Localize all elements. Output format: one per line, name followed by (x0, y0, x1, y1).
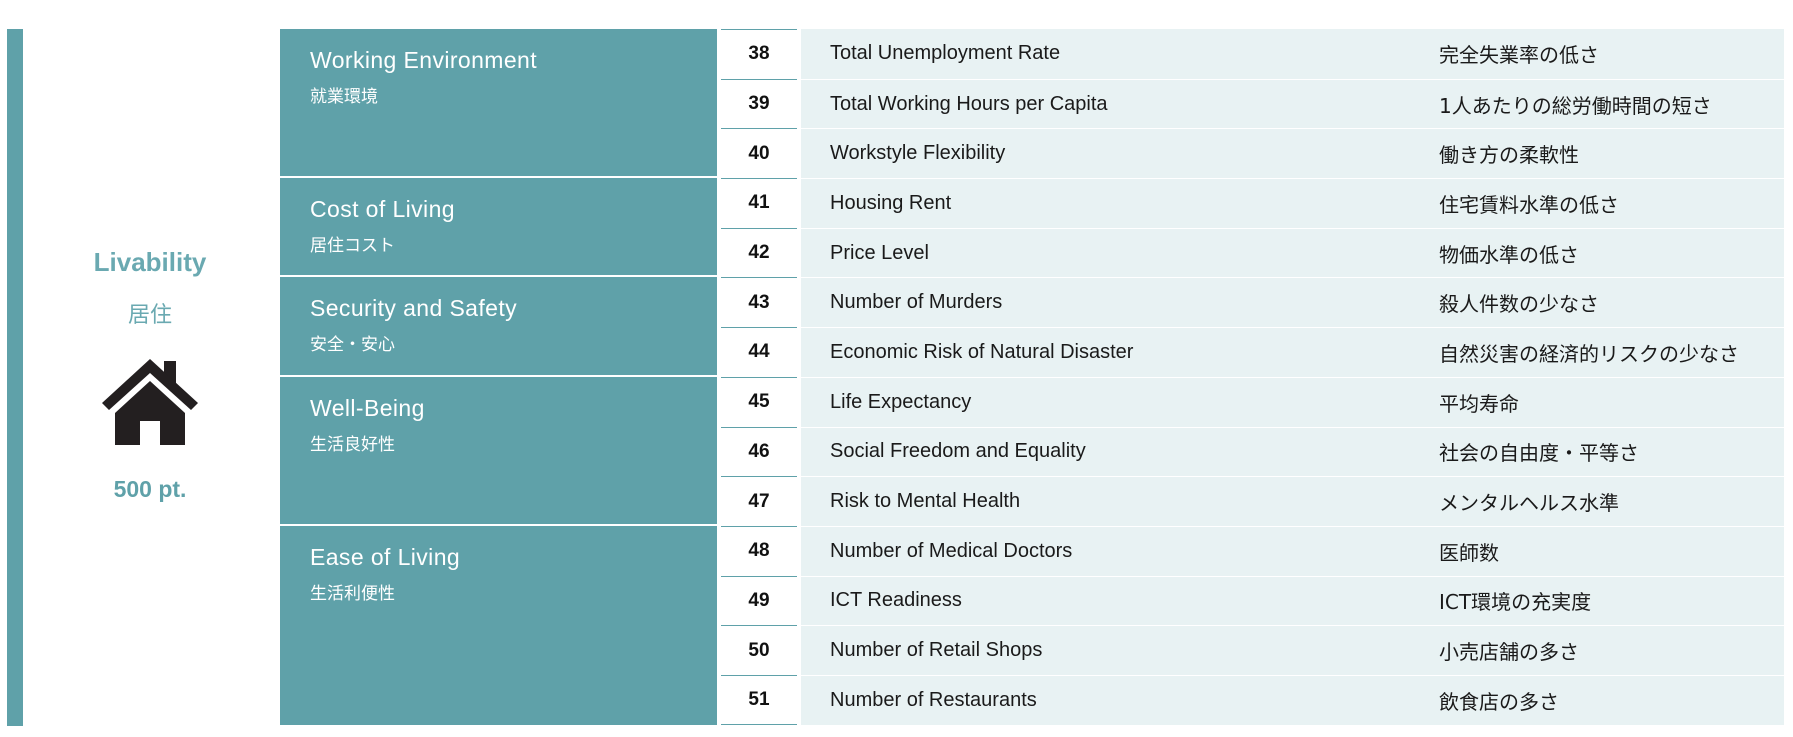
indicator-number: 44 (721, 327, 797, 377)
category-name-en: Well-Being (310, 394, 425, 421)
indicator-name-ja: 医師数 (1439, 540, 1499, 565)
indicator-name-en: Number of Murders (830, 291, 1003, 314)
indicator-name-ja: 飲食店の多さ (1439, 689, 1559, 714)
category-name-en: Working Environment (310, 47, 538, 73)
indicator-name-ja: 小売店舗の多さ (1439, 640, 1579, 665)
category-name-ja: 生活利便性 (310, 583, 395, 604)
indicator-number: 43 (721, 277, 797, 327)
indicator-row: Economic Risk of Natural Disaster 自然災害の経済… (801, 327, 1784, 377)
indicator-number: 38 (721, 29, 797, 79)
indicator-number: 45 (721, 376, 797, 427)
indicator-name-en: Total Working Hours per Capita (830, 92, 1108, 115)
indicator-number: 46 (721, 426, 797, 477)
indicator-name-ja: 物価水準の低さ (1439, 242, 1579, 267)
category-name-en: Security and Safety (310, 295, 518, 322)
indicator-name-en: Economic Risk of Natural Disaster (830, 340, 1134, 363)
indicator-row: Total Working Hours per Capita 1人あたりの総労働時… (801, 78, 1784, 129)
indicator-name-en: Social Freedom and Equality (830, 440, 1086, 463)
section-accent-bar (7, 29, 23, 726)
indicator-name-ja: 働き方の柔軟性 (1439, 143, 1579, 168)
category-block: Ease of Living 生活利便性 (280, 525, 717, 725)
indicator-name-ja: 社会の自由度・平等さ (1439, 441, 1639, 466)
category-name-ja: 安全・安心 (310, 335, 395, 356)
indicator-number: 39 (721, 78, 797, 129)
section-panel: Livability 居住 500 pt. (24, 29, 276, 726)
indicator-name-en: Price Level (830, 241, 929, 264)
indicator-row: Number of Murders 殺人件数の少なさ (801, 277, 1784, 328)
category-block: Security and Safety 安全・安心 (280, 277, 717, 377)
indicator-row: Number of Medical Doctors 医師数 (801, 525, 1784, 576)
indicator-row: Life Expectancy 平均寿命 (801, 376, 1784, 427)
indicator-name-en: Total Unemployment Rate (830, 42, 1061, 65)
indicator-row: Housing Rent 住宅賃料水準の低さ (801, 178, 1784, 228)
indicator-name-en: Life Expectancy (830, 390, 972, 413)
section-subtitle: 居住 (127, 303, 172, 328)
indicator-row: Total Unemployment Rate 完全失業率の低さ (801, 29, 1784, 79)
category-column: Working Environment 就業環境 Cost of Living 居住コ… (280, 29, 717, 725)
indicator-name-ja: 1人あたりの総労働時間の短さ (1439, 93, 1712, 118)
indicator-row: Price Level 物価水準の低さ (801, 227, 1784, 278)
indicator-list: Total Unemployment Rate 完全失業率の低さ Total Wor… (801, 29, 1784, 725)
indicator-name-ja: 平均寿命 (1439, 391, 1519, 416)
house-icon (102, 359, 198, 445)
indicator-name-en: Workstyle Flexibility (830, 142, 1006, 165)
indicator-name-en: Number of Restaurants (830, 688, 1037, 711)
category-name-ja: 居住コスト (310, 236, 395, 257)
category-name-ja: 就業環境 (310, 87, 378, 107)
category-name-en: Ease of Living (310, 543, 461, 570)
indicator-number-column: 38 39 40 41 42 43 44 45 46 47 48 49 50 51 (721, 29, 797, 725)
indicator-row: Number of Restaurants 飲食店の多さ (801, 674, 1784, 725)
indicator-name-ja: 殺人件数の少なさ (1439, 292, 1599, 317)
indicator-name-en: Risk to Mental Health (830, 490, 1021, 513)
indicator-name-ja: 完全失業率の低さ (1439, 43, 1599, 68)
indicator-number: 47 (721, 476, 797, 526)
category-block: Well-Being 生活良好性 (280, 376, 717, 526)
section-title: Livability (93, 247, 207, 277)
indicator-name-en: Number of Medical Doctors (830, 539, 1073, 562)
category-block: Cost of Living 居住コスト (280, 178, 717, 278)
indicator-row: Workstyle Flexibility 働き方の柔軟性 (801, 128, 1784, 179)
indicator-name-en: Number of Retail Shops (830, 639, 1043, 662)
indicator-name-en: ICT Readiness (830, 589, 962, 612)
indicator-name-en: Housing Rent (830, 191, 952, 214)
indicator-row: Social Freedom and Equality 社会の自由度・平等さ (801, 426, 1784, 477)
indicator-number: 41 (721, 178, 797, 228)
indicator-number: 40 (721, 128, 797, 178)
indicator-number: 50 (721, 625, 797, 675)
section-points: 500 pt. (113, 476, 187, 502)
category-block: Working Environment 就業環境 (280, 29, 717, 179)
category-name-en: Cost of Living (310, 196, 455, 223)
indicator-name-ja: 住宅賃料水準の低さ (1439, 192, 1619, 217)
category-name-ja: 生活良好性 (310, 434, 395, 455)
indicator-row: Number of Retail Shops 小売店舗の多さ (801, 625, 1784, 675)
indicator-name-ja: 自然災害の経済的リスクの少なさ (1439, 341, 1739, 366)
indicator-number: 49 (721, 575, 797, 626)
indicator-number: 51 (721, 674, 797, 725)
indicator-row: Risk to Mental Health メンタルヘルス水準 (801, 476, 1784, 526)
indicator-number: 48 (721, 525, 797, 576)
indicator-name-ja: メンタルヘルス水準 (1439, 491, 1619, 516)
indicator-number: 42 (721, 227, 797, 278)
indicator-row: ICT Readiness ICT環境の充実度 (801, 575, 1784, 626)
indicator-name-ja: ICT環境の充実度 (1439, 590, 1592, 615)
